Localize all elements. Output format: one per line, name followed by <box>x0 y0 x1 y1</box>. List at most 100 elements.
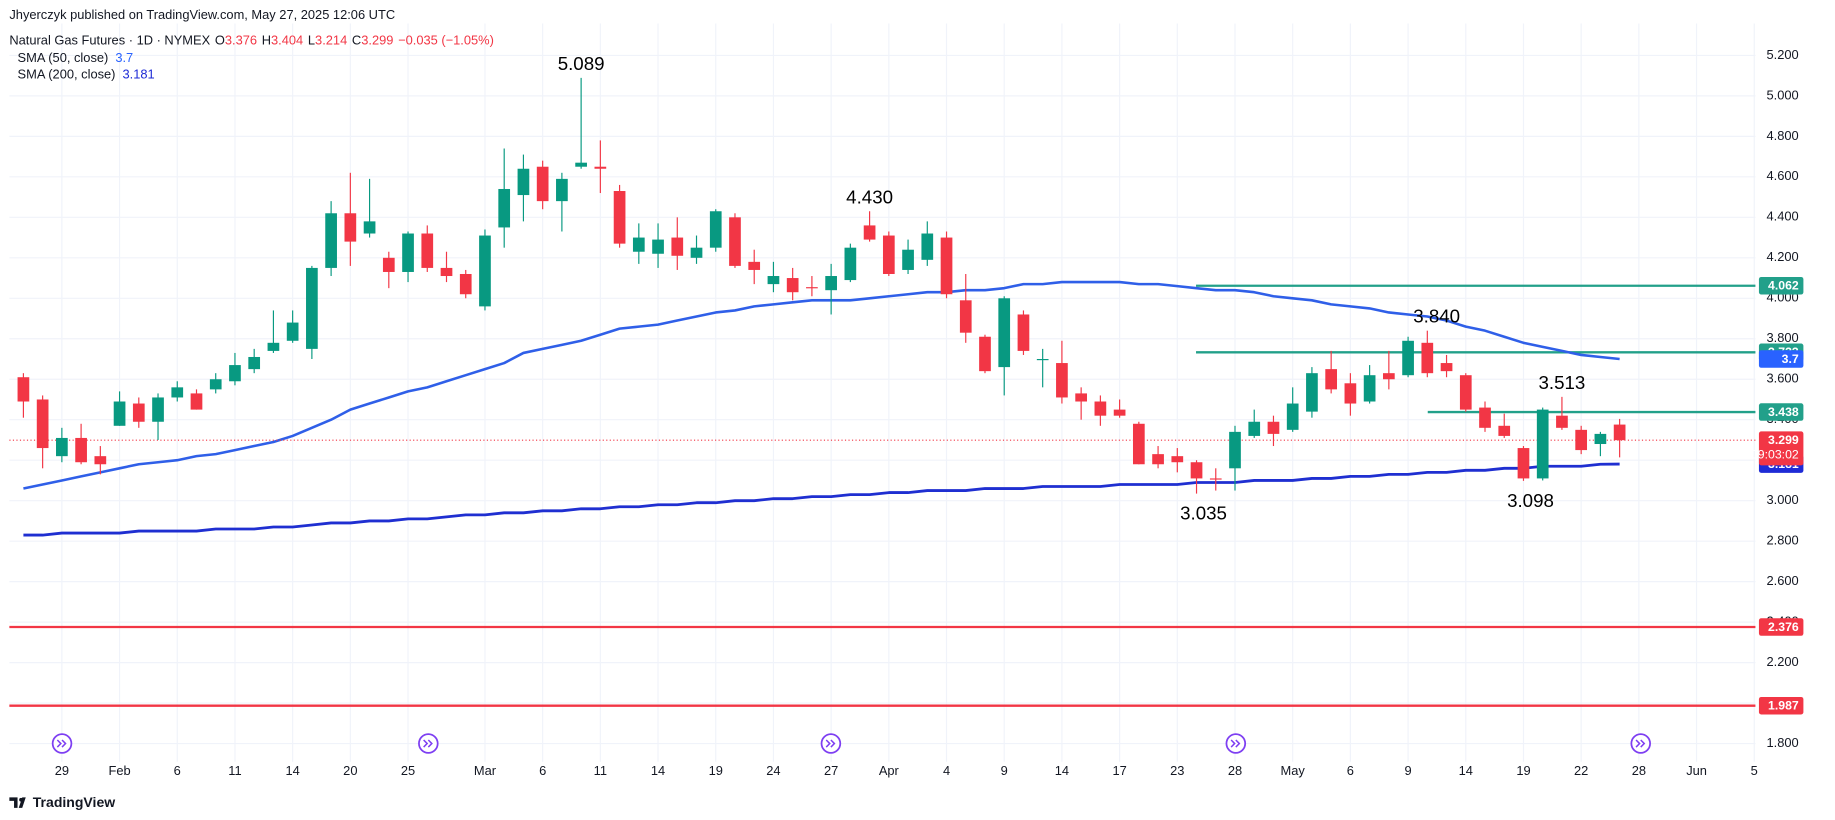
ohlc-key: O <box>215 33 225 48</box>
x-tick-label: May <box>1281 763 1306 778</box>
sma-legend: SMA (200, close) 3.181 <box>18 67 155 82</box>
y-tick-label: 5.200 <box>1767 47 1799 62</box>
x-tick-label: 5 <box>1751 763 1758 778</box>
candle-body <box>1498 425 1511 436</box>
candle-body <box>459 273 472 295</box>
candle-body <box>632 237 645 252</box>
level-box <box>1758 618 1804 636</box>
x-tick-label: 29 <box>55 763 69 778</box>
candle-body <box>1575 429 1588 451</box>
sma-name: SMA (200, close) <box>18 67 116 82</box>
candle-body <box>1325 369 1338 390</box>
candle-body <box>517 168 530 196</box>
candle-body <box>575 162 587 167</box>
ohlc-value: 3.299 <box>361 33 393 48</box>
event-icon <box>1225 733 1247 754</box>
candle-body <box>1382 373 1395 380</box>
candle-body <box>594 166 607 169</box>
candle-body <box>1440 363 1453 372</box>
x-tick-label: 11 <box>228 763 241 778</box>
ohlc-key: L <box>308 33 315 48</box>
x-tick-label: 22 <box>1574 763 1588 778</box>
x-tick-label: 27 <box>824 763 838 778</box>
candle-body <box>959 300 972 333</box>
x-tick-label: 4 <box>943 763 950 778</box>
sma-name: SMA (50, close) <box>18 50 109 65</box>
candle-body <box>94 456 107 465</box>
level-label: 3.438 <box>1768 405 1799 419</box>
candle-body <box>1402 340 1414 376</box>
candle-body <box>767 276 780 285</box>
candle-body <box>1229 431 1241 469</box>
x-tick-label: 24 <box>766 763 780 778</box>
sma-label: 3.7 <box>1782 352 1799 366</box>
candle-body <box>421 233 434 268</box>
high-label: 3.840 <box>1413 306 1460 327</box>
level-label: 4.062 <box>1768 279 1799 293</box>
candle-body <box>498 188 511 228</box>
candle-body <box>729 217 741 266</box>
ohlc-key: C <box>352 33 361 48</box>
sma-line <box>23 280 1620 490</box>
high-label: 5.089 <box>558 53 605 74</box>
candle-body <box>1363 375 1376 402</box>
sma-value: 3.7 <box>115 50 133 65</box>
event-icon <box>820 733 842 754</box>
x-tick-label: Mar <box>474 763 497 778</box>
last-price-box <box>1758 431 1804 466</box>
candle-body <box>1094 401 1107 416</box>
candle-body <box>806 287 818 289</box>
candle-body <box>1459 375 1472 410</box>
candle-body <box>306 267 318 349</box>
level-label: 1.987 <box>1768 699 1799 713</box>
candle-body <box>921 233 934 260</box>
candle-body <box>940 237 953 295</box>
candle-body <box>325 213 337 268</box>
candle-body <box>382 257 395 272</box>
candle-body <box>1594 433 1607 445</box>
high-label: 3.513 <box>1539 372 1586 393</box>
ohlc-value: 3.404 <box>271 33 303 48</box>
published-line: Jhyerczyk published on TradingView.com, … <box>9 7 395 22</box>
candle-body <box>479 235 491 307</box>
ohlc-key: H <box>262 33 271 48</box>
candle-body <box>1113 409 1126 416</box>
event-icons <box>51 733 1651 754</box>
candle-body <box>844 247 857 281</box>
x-tick-label: 17 <box>1112 763 1126 778</box>
candle-body <box>613 191 626 244</box>
candle-body <box>17 377 30 402</box>
candle-body <box>171 387 184 398</box>
candle-body <box>1556 415 1568 428</box>
candle-body <box>113 401 126 426</box>
candle-body <box>998 298 1011 368</box>
y-tick-label: 4.600 <box>1767 168 1799 183</box>
candle-body <box>1209 478 1222 480</box>
candle-body <box>709 211 722 248</box>
countdown: 09:03:02 <box>1751 448 1799 462</box>
candle-body <box>786 278 799 293</box>
candle-body <box>56 437 68 457</box>
x-tick-label: 9 <box>1405 763 1412 778</box>
candle-body <box>152 397 164 422</box>
x-tick-label: 14 <box>651 763 665 778</box>
y-tick-label: 2.800 <box>1767 533 1799 548</box>
candle-body <box>902 249 914 270</box>
candle-body <box>132 403 145 422</box>
candle-body <box>1306 373 1318 412</box>
symbol: Natural Gas Futures · 1D · NYMEX <box>9 33 210 48</box>
candle-body <box>1171 456 1184 463</box>
low-label: 3.098 <box>1507 490 1554 511</box>
x-tick-label: 19 <box>1516 763 1530 778</box>
x-tick-label: 14 <box>285 763 299 778</box>
high-label: 4.430 <box>846 186 893 207</box>
y-tick-label: 3.600 <box>1767 371 1799 386</box>
candle-body <box>1075 393 1087 402</box>
level-box <box>1758 276 1804 295</box>
candle-body <box>402 233 414 272</box>
candle-body <box>286 322 299 341</box>
candle-body <box>190 393 203 410</box>
candle-body <box>267 342 280 351</box>
